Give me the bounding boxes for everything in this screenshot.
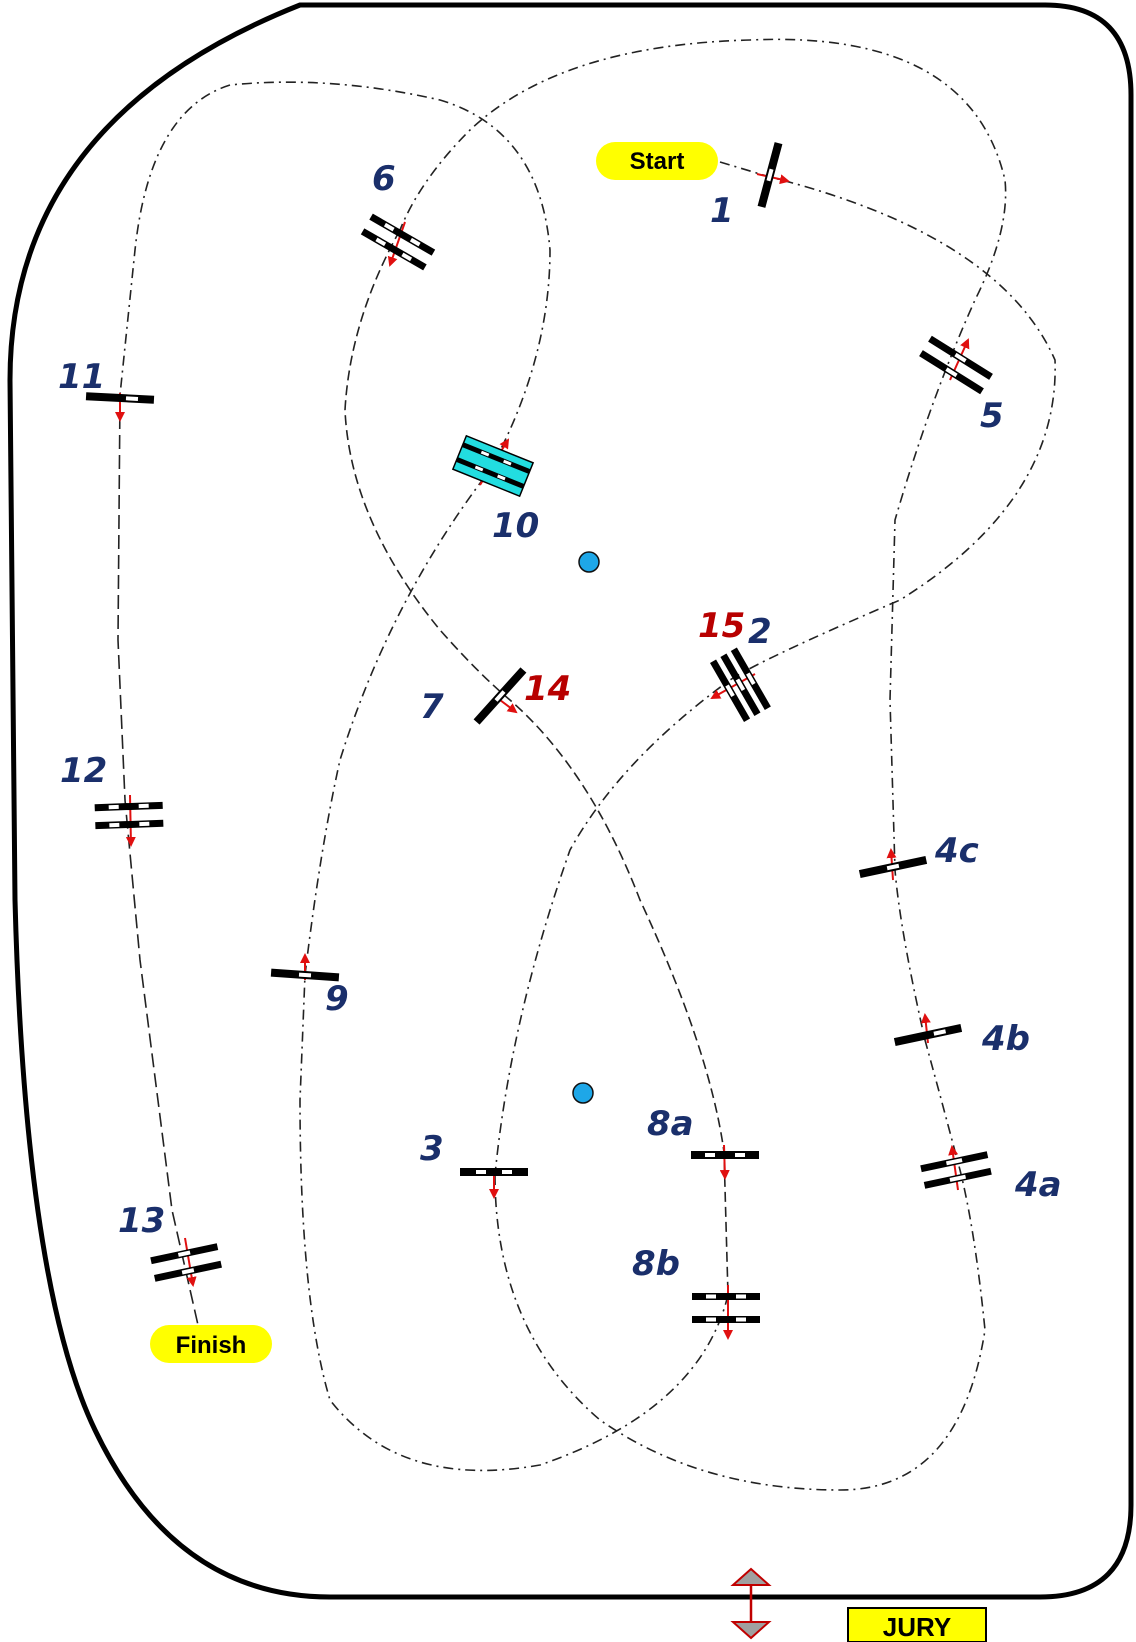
obstacle-2-triple-combination — [710, 647, 771, 722]
obstacle-7-fence — [473, 667, 527, 725]
obstacle-12-oxer — [94, 801, 164, 830]
number-1: 1 — [710, 191, 734, 231]
jury-box: JURY — [847, 1607, 987, 1642]
number-2: 2 — [748, 612, 772, 652]
number-11: 11 — [58, 357, 105, 397]
obstacle-4a-oxer — [920, 1151, 992, 1189]
number-4c: 4c — [934, 831, 979, 871]
arena-boundary — [7, 2, 1134, 1600]
obstacle-9-fence — [270, 968, 340, 982]
direction-arrows — [115, 173, 970, 1340]
number-8a: 8a — [647, 1104, 694, 1144]
number-14: 14 — [524, 669, 571, 709]
route-segment — [117, 394, 199, 1326]
number-5: 5 — [980, 396, 1004, 436]
obstacle-3-fence — [460, 1168, 528, 1176]
number-12: 12 — [60, 751, 107, 791]
number-7: 7 — [420, 687, 444, 727]
obstacle-4c-fence — [858, 856, 928, 878]
start-marker: Start — [596, 142, 718, 180]
direction-arrow — [387, 221, 406, 267]
finish-marker: Finish — [150, 1325, 272, 1363]
route-segment — [494, 161, 1056, 1176]
route-lines — [117, 38, 1056, 1491]
number-9: 9 — [325, 979, 349, 1019]
direction-arrow — [125, 794, 136, 847]
obstacle-4b-fence — [893, 1024, 963, 1046]
obstacle-10-water-jump — [451, 434, 535, 498]
direction-arrow — [184, 1237, 197, 1287]
start-label: Start — [630, 148, 685, 175]
number-10: 10 — [492, 506, 539, 546]
obstacle-11-fence — [85, 392, 155, 404]
marker-dot — [578, 551, 600, 573]
obstacle-5-oxer — [919, 335, 993, 395]
obstacle-8b-oxer — [692, 1293, 760, 1323]
obstacle-13-oxer — [150, 1243, 222, 1282]
obstacle-numbers-second-round: 14 15 — [524, 606, 745, 709]
number-6: 6 — [372, 159, 396, 199]
obstacle-8a-fence — [691, 1151, 759, 1159]
direction-arrow — [719, 1144, 730, 1180]
number-15: 15 — [698, 606, 745, 646]
double-arrow-icon — [730, 1567, 772, 1640]
direction-arrow — [948, 1145, 959, 1191]
jury-label: JURY — [883, 1612, 951, 1642]
number-3: 3 — [420, 1129, 444, 1169]
direction-arrow — [499, 699, 518, 714]
number-8b: 8b — [632, 1244, 680, 1284]
number-4b: 4b — [981, 1019, 1030, 1059]
marker-dot — [572, 1082, 594, 1104]
route-segment — [344, 229, 729, 1296]
number-4a: 4a — [1014, 1165, 1062, 1205]
obstacle-6-oxer — [360, 213, 436, 271]
obstacle-numbers: 1 2 3 4a 4b 4c 5 6 7 8a 8b 9 10 11 12 13 — [58, 159, 1062, 1284]
route-segment — [399, 38, 1007, 1491]
finish-label: Finish — [176, 1332, 247, 1359]
route-segment — [119, 81, 729, 1472]
obstacles — [85, 142, 993, 1323]
number-13: 13 — [118, 1201, 165, 1241]
obstacle-1-fence — [757, 142, 783, 208]
